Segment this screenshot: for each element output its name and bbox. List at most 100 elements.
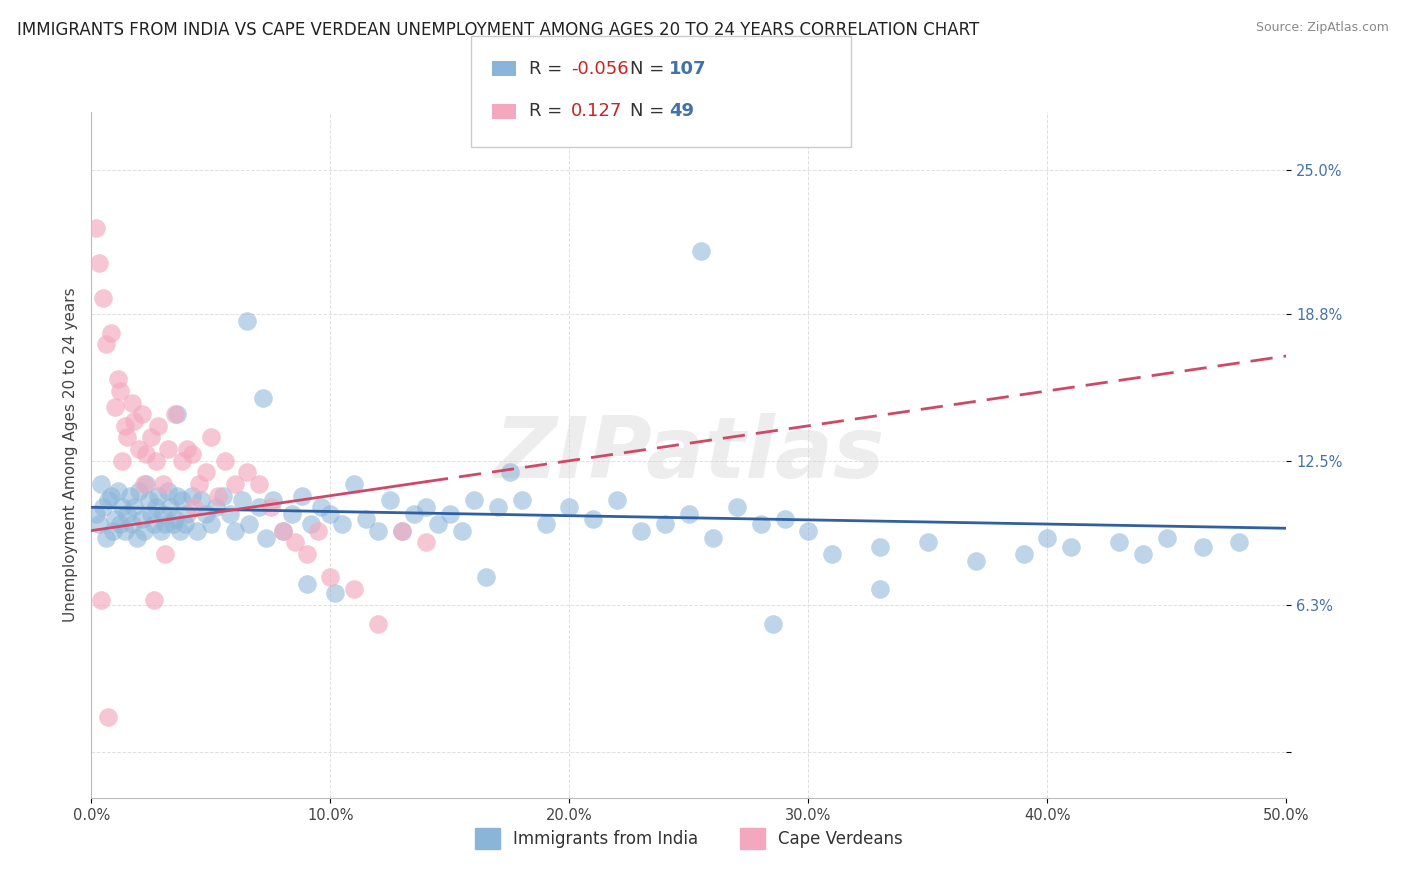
Point <box>145 454 167 468</box>
Point <box>87 516 110 531</box>
Point <box>180 447 202 461</box>
Point <box>148 489 170 503</box>
Point <box>211 489 233 503</box>
Point <box>176 442 198 456</box>
Point <box>271 524 294 538</box>
Point <box>128 483 150 498</box>
Point <box>100 489 122 503</box>
Point <box>156 483 179 498</box>
Point <box>224 524 246 538</box>
Point <box>761 616 783 631</box>
Point <box>1227 535 1250 549</box>
Point <box>111 500 134 515</box>
Point <box>367 524 389 538</box>
Point <box>114 418 136 433</box>
Point <box>415 535 437 549</box>
Point <box>558 500 581 515</box>
Point <box>299 516 322 531</box>
Point <box>124 500 146 515</box>
Point <box>773 512 796 526</box>
Point <box>172 454 194 468</box>
Point <box>231 493 253 508</box>
Point <box>498 466 520 480</box>
Point <box>104 400 127 414</box>
Point <box>307 524 329 538</box>
Point <box>247 477 270 491</box>
Point <box>1132 547 1154 561</box>
Point <box>259 500 281 515</box>
Point <box>295 577 318 591</box>
Point <box>1012 547 1035 561</box>
Point <box>125 531 148 545</box>
Point <box>195 466 218 480</box>
Text: IMMIGRANTS FROM INDIA VS CAPE VERDEAN UNEMPLOYMENT AMONG AGES 20 TO 24 YEARS COR: IMMIGRANTS FROM INDIA VS CAPE VERDEAN UN… <box>17 21 979 38</box>
Point <box>162 516 184 531</box>
Point <box>630 524 652 538</box>
Point <box>678 508 700 522</box>
Point <box>90 593 112 607</box>
Point <box>166 489 188 503</box>
Point <box>235 466 259 480</box>
Point <box>204 500 226 515</box>
Point <box>172 493 194 508</box>
Point <box>606 493 628 508</box>
Point <box>97 493 120 508</box>
Point <box>238 516 260 531</box>
Point <box>128 442 150 456</box>
Point <box>271 524 294 538</box>
Point <box>702 531 724 545</box>
Point <box>121 516 143 531</box>
Point <box>510 493 533 508</box>
Text: N =: N = <box>630 103 664 120</box>
Point <box>224 477 246 491</box>
Legend: Immigrants from India, Cape Verdeans: Immigrants from India, Cape Verdeans <box>468 822 910 855</box>
Point <box>343 582 366 596</box>
Point <box>1060 540 1083 554</box>
Point <box>84 221 107 235</box>
Point <box>391 524 413 538</box>
Point <box>131 407 153 421</box>
Point <box>176 508 198 522</box>
Point <box>145 500 167 515</box>
Text: R =: R = <box>529 60 562 78</box>
Point <box>186 524 208 538</box>
Point <box>115 508 138 522</box>
Point <box>965 554 987 568</box>
Point <box>235 314 259 328</box>
Point <box>486 500 509 515</box>
Point <box>415 500 437 515</box>
Point <box>94 531 117 545</box>
Point <box>97 710 120 724</box>
Point <box>1192 540 1215 554</box>
Point <box>135 477 157 491</box>
Point <box>332 516 354 531</box>
Point <box>463 493 485 508</box>
Point <box>84 508 107 522</box>
Y-axis label: Unemployment Among Ages 20 to 24 years: Unemployment Among Ages 20 to 24 years <box>62 287 77 623</box>
Point <box>749 516 772 531</box>
Point <box>254 531 277 545</box>
Point <box>281 508 304 522</box>
Point <box>169 524 191 538</box>
Point <box>474 570 498 584</box>
Point <box>534 516 557 531</box>
Point <box>367 616 389 631</box>
Point <box>90 477 112 491</box>
Point <box>93 291 114 305</box>
Point <box>166 407 188 421</box>
Point <box>1156 531 1178 545</box>
Point <box>439 508 461 522</box>
Point <box>869 540 891 554</box>
Point <box>262 493 284 508</box>
Point <box>291 489 314 503</box>
Point <box>142 516 165 531</box>
Text: N =: N = <box>630 60 664 78</box>
Point <box>725 500 748 515</box>
Point <box>295 547 318 561</box>
Point <box>107 372 129 386</box>
Point <box>138 493 160 508</box>
Point <box>163 407 186 421</box>
Point <box>450 524 472 538</box>
Point <box>689 244 711 259</box>
Point <box>319 570 342 584</box>
